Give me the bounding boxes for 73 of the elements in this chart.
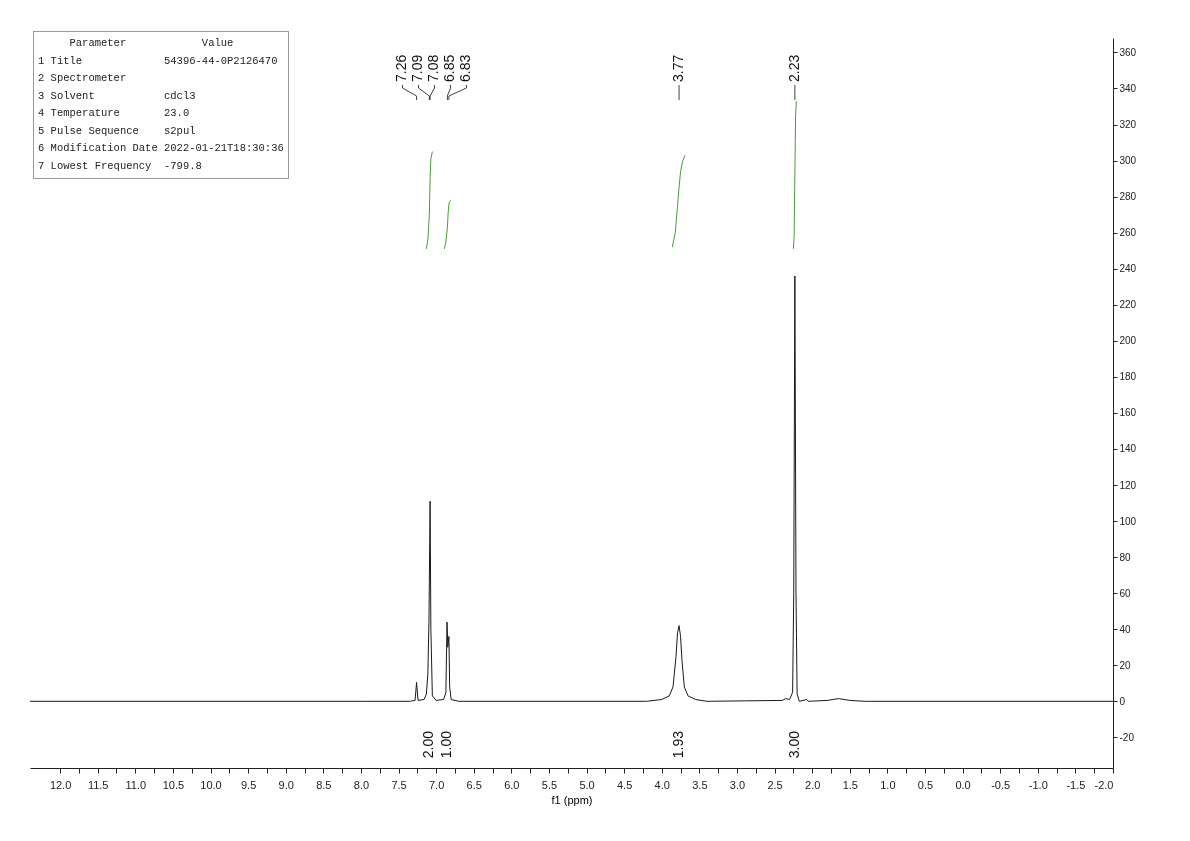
x-tick-label: 11.5 <box>87 778 109 791</box>
x-tick-label: 6.5 <box>466 778 482 791</box>
x-tick-label: 1.0 <box>880 778 896 791</box>
annotation: 1 Title 54396-44-0P2126470 <box>38 53 279 69</box>
x-tick-label: 3.0 <box>729 778 746 791</box>
y-tick-label: 80 <box>1119 551 1132 563</box>
line-series <box>425 151 433 250</box>
annotation: 1.00 <box>438 730 455 759</box>
x-tick-label: -1.5 <box>1066 778 1086 791</box>
line-series <box>443 199 451 250</box>
x-tick-label: 5.0 <box>579 778 595 791</box>
x-tick-label: 10.0 <box>200 778 222 791</box>
y-tick-label: 360 <box>1119 46 1137 58</box>
x-tick-label: 11.0 <box>125 778 147 791</box>
x-tick-label: 12.0 <box>49 778 72 791</box>
annotation: 3.77 <box>670 54 687 82</box>
annotation: 3 Solvent cdcl3 <box>38 88 197 104</box>
y-tick-label: 300 <box>1119 155 1137 167</box>
x-tick-label: 0.5 <box>917 778 934 791</box>
annotation: 1.93 <box>669 730 686 759</box>
x-tick-label: 4.5 <box>617 778 633 791</box>
annotation: 2 Spectrometer <box>38 71 128 86</box>
annotation: 7.09 <box>409 54 426 82</box>
x-tick-label: -0.5 <box>991 778 1011 791</box>
y-tick-label: 180 <box>1119 371 1137 383</box>
annotation: 2.00 <box>420 730 437 759</box>
x-tick-label: 8.5 <box>316 778 332 791</box>
y-tick-label: 60 <box>1119 587 1132 599</box>
annotation: 2.23 <box>785 54 802 82</box>
x-tick-label: 1.5 <box>842 778 858 791</box>
annotation: 7 Lowest Frequency -799.8 <box>38 158 203 174</box>
y-tick-label: 0 <box>1119 695 1126 707</box>
x-tick-label: -1.0 <box>1028 778 1048 791</box>
x-tick-label: 0.0 <box>955 778 971 791</box>
x-tick-label: 7.0 <box>428 778 445 791</box>
annotation: 4 Temperature 23.0 <box>38 106 191 121</box>
x-tick-label: 2.0 <box>805 778 821 791</box>
line-series <box>792 100 797 250</box>
x-tick-label: 4.0 <box>654 778 670 791</box>
annotation: 7.08 <box>425 54 442 82</box>
y-tick-label: 120 <box>1119 479 1137 491</box>
annotation: 7.26 <box>393 54 410 82</box>
y-tick-label: 340 <box>1119 82 1137 94</box>
x-tick-label: 5.5 <box>541 778 558 791</box>
x-axis-title: f1 (ppm) <box>551 793 593 806</box>
y-tick-label: 220 <box>1119 299 1137 311</box>
y-tick-label: -20 <box>1119 731 1135 743</box>
y-tick-label: 280 <box>1119 191 1137 203</box>
annotation: 6.83 <box>457 54 474 82</box>
annotation: 3.00 <box>785 730 802 759</box>
y-tick-label: 240 <box>1119 263 1137 275</box>
y-tick-label: 20 <box>1119 659 1132 671</box>
x-tick-label: 6.0 <box>504 778 520 791</box>
x-tick-label: 9.5 <box>240 778 257 791</box>
y-tick-label: 40 <box>1119 623 1132 635</box>
x-tick-label: -2.0 <box>1094 778 1114 791</box>
annotation: 5 Pulse Sequence s2pul <box>38 123 197 139</box>
line-series <box>671 154 686 248</box>
annotation: 6.85 <box>441 54 458 82</box>
annotation: 6 Modification Date 2022-01-21T18:30:36 <box>38 141 284 156</box>
x-tick-label: 10.5 <box>162 778 185 791</box>
y-tick-label: 200 <box>1119 335 1137 347</box>
x-tick-label: 7.5 <box>391 778 407 791</box>
x-tick-label: 3.5 <box>692 778 708 791</box>
y-tick-label: 320 <box>1119 119 1137 131</box>
y-tick-label: 160 <box>1119 407 1137 419</box>
y-tick-label: 100 <box>1119 515 1137 527</box>
y-tick-label: 140 <box>1119 443 1137 455</box>
y-tick-label: 260 <box>1119 227 1137 239</box>
x-tick-label: 8.0 <box>353 778 370 791</box>
annotation: Parameter Value <box>68 36 235 51</box>
x-tick-label: 9.0 <box>278 778 294 791</box>
x-tick-label: 2.5 <box>767 778 783 791</box>
